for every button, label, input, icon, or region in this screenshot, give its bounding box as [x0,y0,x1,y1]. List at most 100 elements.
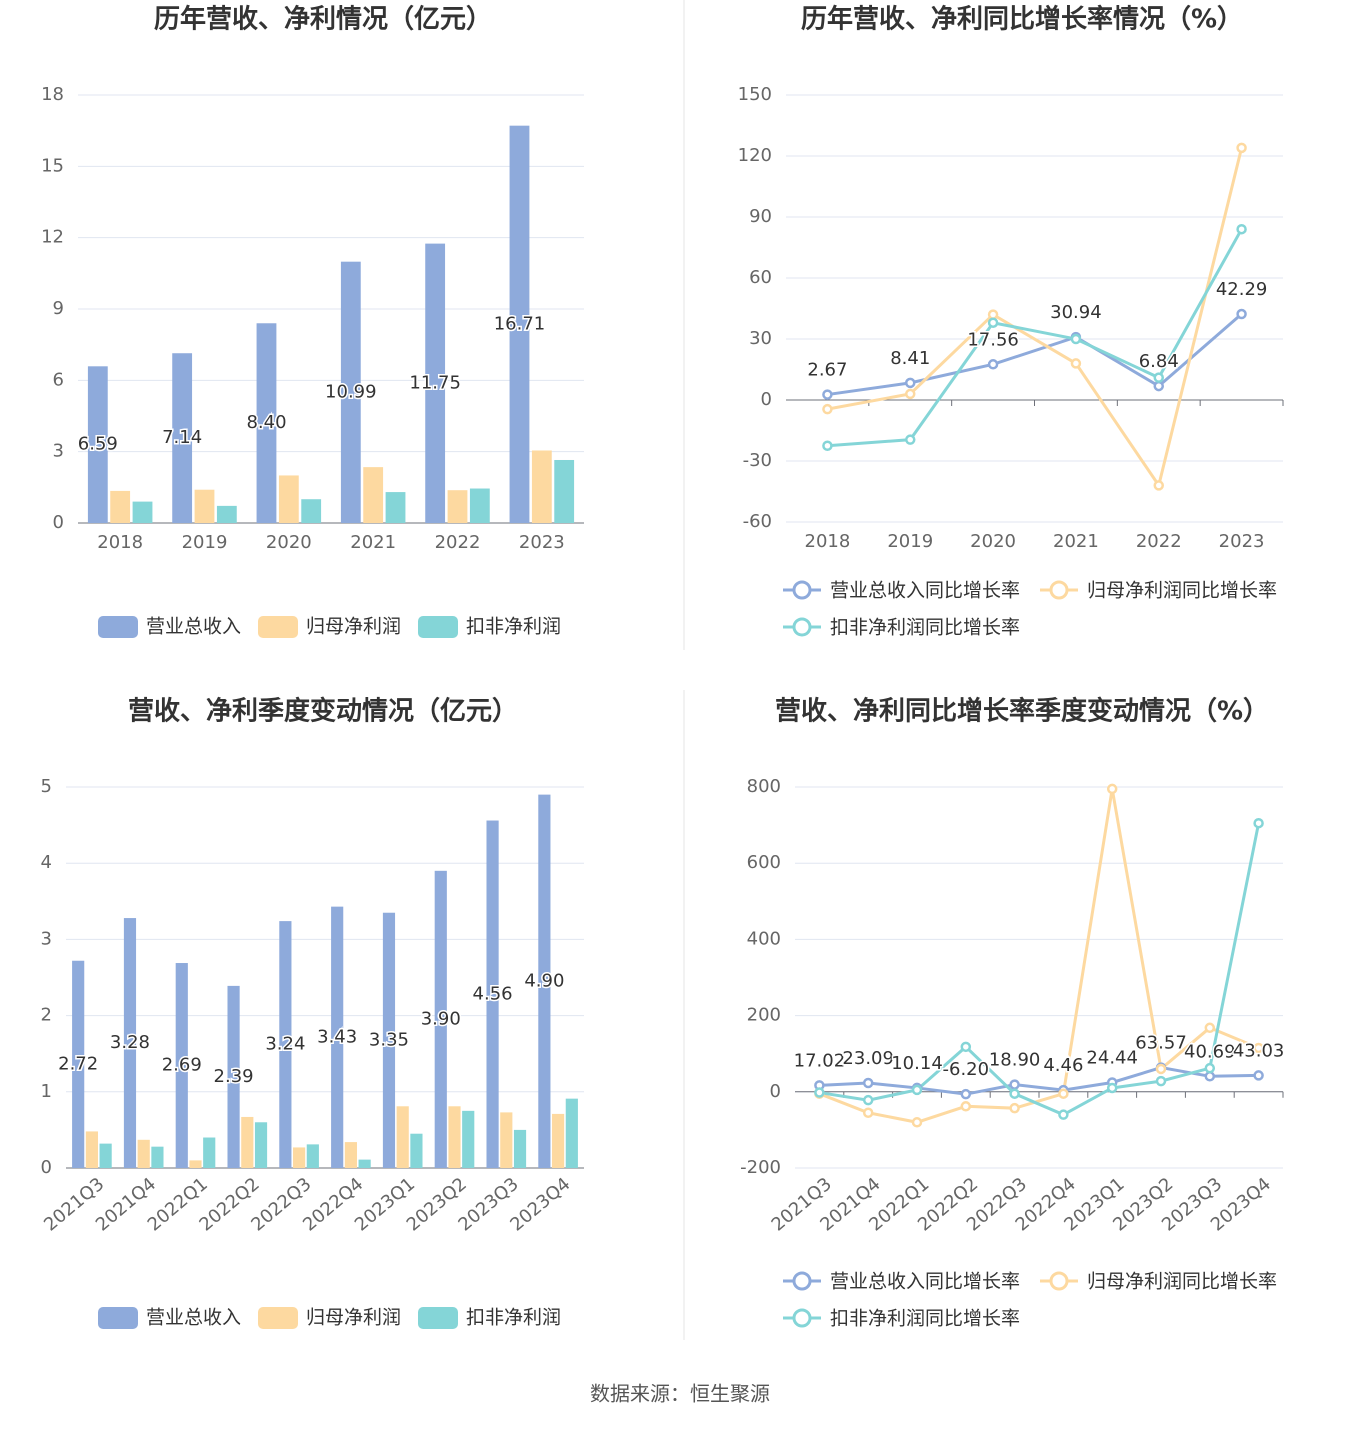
point [1009,1102,1020,1114]
bar [175,963,188,1168]
bar [486,820,499,1168]
point [1236,308,1247,320]
y-tick-label: 400 [747,928,781,949]
bar [216,505,237,523]
bar [123,918,137,1168]
legend-label: 营业总收入同比增长率 [830,1271,1020,1293]
legend-label: 扣非净利润同比增长率 [830,1308,1020,1330]
bar [254,1122,268,1168]
point [911,1084,923,1096]
legend-swatch [258,1307,298,1329]
point [911,1117,923,1128]
point [1236,223,1247,235]
x-tick-label: 2019 [887,531,933,552]
legend-marker [792,617,812,637]
bar [469,488,490,523]
data-label: 17.56 [967,329,1019,350]
bar [189,1160,202,1168]
bar [227,985,240,1168]
data-label: 23.09 [842,1048,894,1069]
bar [385,492,406,523]
legend-label: 归母净利润同比增长率 [1087,580,1277,602]
legend-marker [792,1271,812,1291]
legend-label: 归母净利润同比增长率 [1087,1271,1277,1293]
point [1153,380,1164,392]
y-tick-label: 2 [41,1005,52,1026]
bar [500,1112,513,1168]
data-label: 3.35 [369,1029,409,1050]
y-tick-label: 4 [41,852,52,873]
bar [447,490,468,523]
data-label: 2.69 [162,1055,202,1076]
chart-title: 营收、净利同比增长率季度变动情况（%） [775,696,1269,727]
x-tick-label: 2022 [435,532,481,553]
y-tick-label: 0 [770,1081,781,1102]
data-label: 8.40 [246,412,286,433]
data-label: 2.72 [58,1053,98,1074]
y-tick-label: 3 [41,928,52,949]
chart-title: 营收、净利季度变动情况（亿元） [128,696,518,727]
x-tick-label: 2020 [266,532,312,553]
data-label: 3.43 [317,1026,357,1047]
line [819,1066,1259,1096]
bar [538,794,551,1168]
bar [410,1133,423,1168]
x-tick-label: 2019 [182,532,228,553]
point [822,389,833,400]
line [818,788,1260,1124]
y-tick-label: 600 [747,852,781,873]
x-tick-label: 2020 [970,531,1016,552]
data-label: 7.14 [162,427,202,448]
point [1009,1079,1020,1090]
point [1253,1042,1264,1054]
bar [340,261,361,523]
legend-swatch [98,616,138,638]
point [822,403,833,415]
bar [396,1106,409,1168]
data-label: 8.41 [890,348,930,369]
point [862,1107,874,1119]
legend-label: 扣非净利润 [466,1307,561,1329]
point [1236,142,1247,154]
data-label: 3.24 [265,1034,305,1055]
bar [110,490,131,523]
x-tick-label: 2021 [350,532,396,553]
x-tick-label: 2023 [1219,531,1265,552]
line [827,147,1244,490]
data-label: 10.99 [325,381,377,402]
data-label: 4.90 [524,970,564,991]
y-tick-label: -30 [743,450,772,471]
legend-label: 营业总收入 [146,616,241,638]
point [1070,358,1082,369]
y-tick-label: 30 [749,328,772,349]
data-label: 4.56 [473,983,513,1004]
y-tick-label: 0 [53,512,64,533]
data-label: 16.71 [494,313,546,334]
legend-marker [792,580,812,600]
bar [448,1106,461,1168]
y-tick-label: 5 [41,776,52,797]
point [1253,1070,1264,1081]
bar [462,1110,475,1168]
legend-marker [1049,1271,1069,1291]
legend-swatch [98,1307,138,1329]
point [862,1077,874,1089]
data-label: 42.29 [1216,279,1268,300]
point [905,377,916,389]
bar [72,960,85,1168]
bar [278,475,299,523]
y-tick-label: 18 [41,84,64,105]
bar [565,1098,578,1168]
y-tick-label: 150 [738,84,772,105]
legend-label: 营业总收入同比增长率 [830,580,1020,602]
y-tick-label: 800 [747,776,781,797]
bar [552,1113,565,1168]
data-label: 6.84 [1139,351,1179,372]
data-label: 2.67 [807,360,847,381]
bar [137,1139,150,1168]
point [822,440,833,451]
source: 数据来源：恒生聚源 [590,1382,770,1406]
bar [344,1142,357,1168]
bar [194,489,215,523]
